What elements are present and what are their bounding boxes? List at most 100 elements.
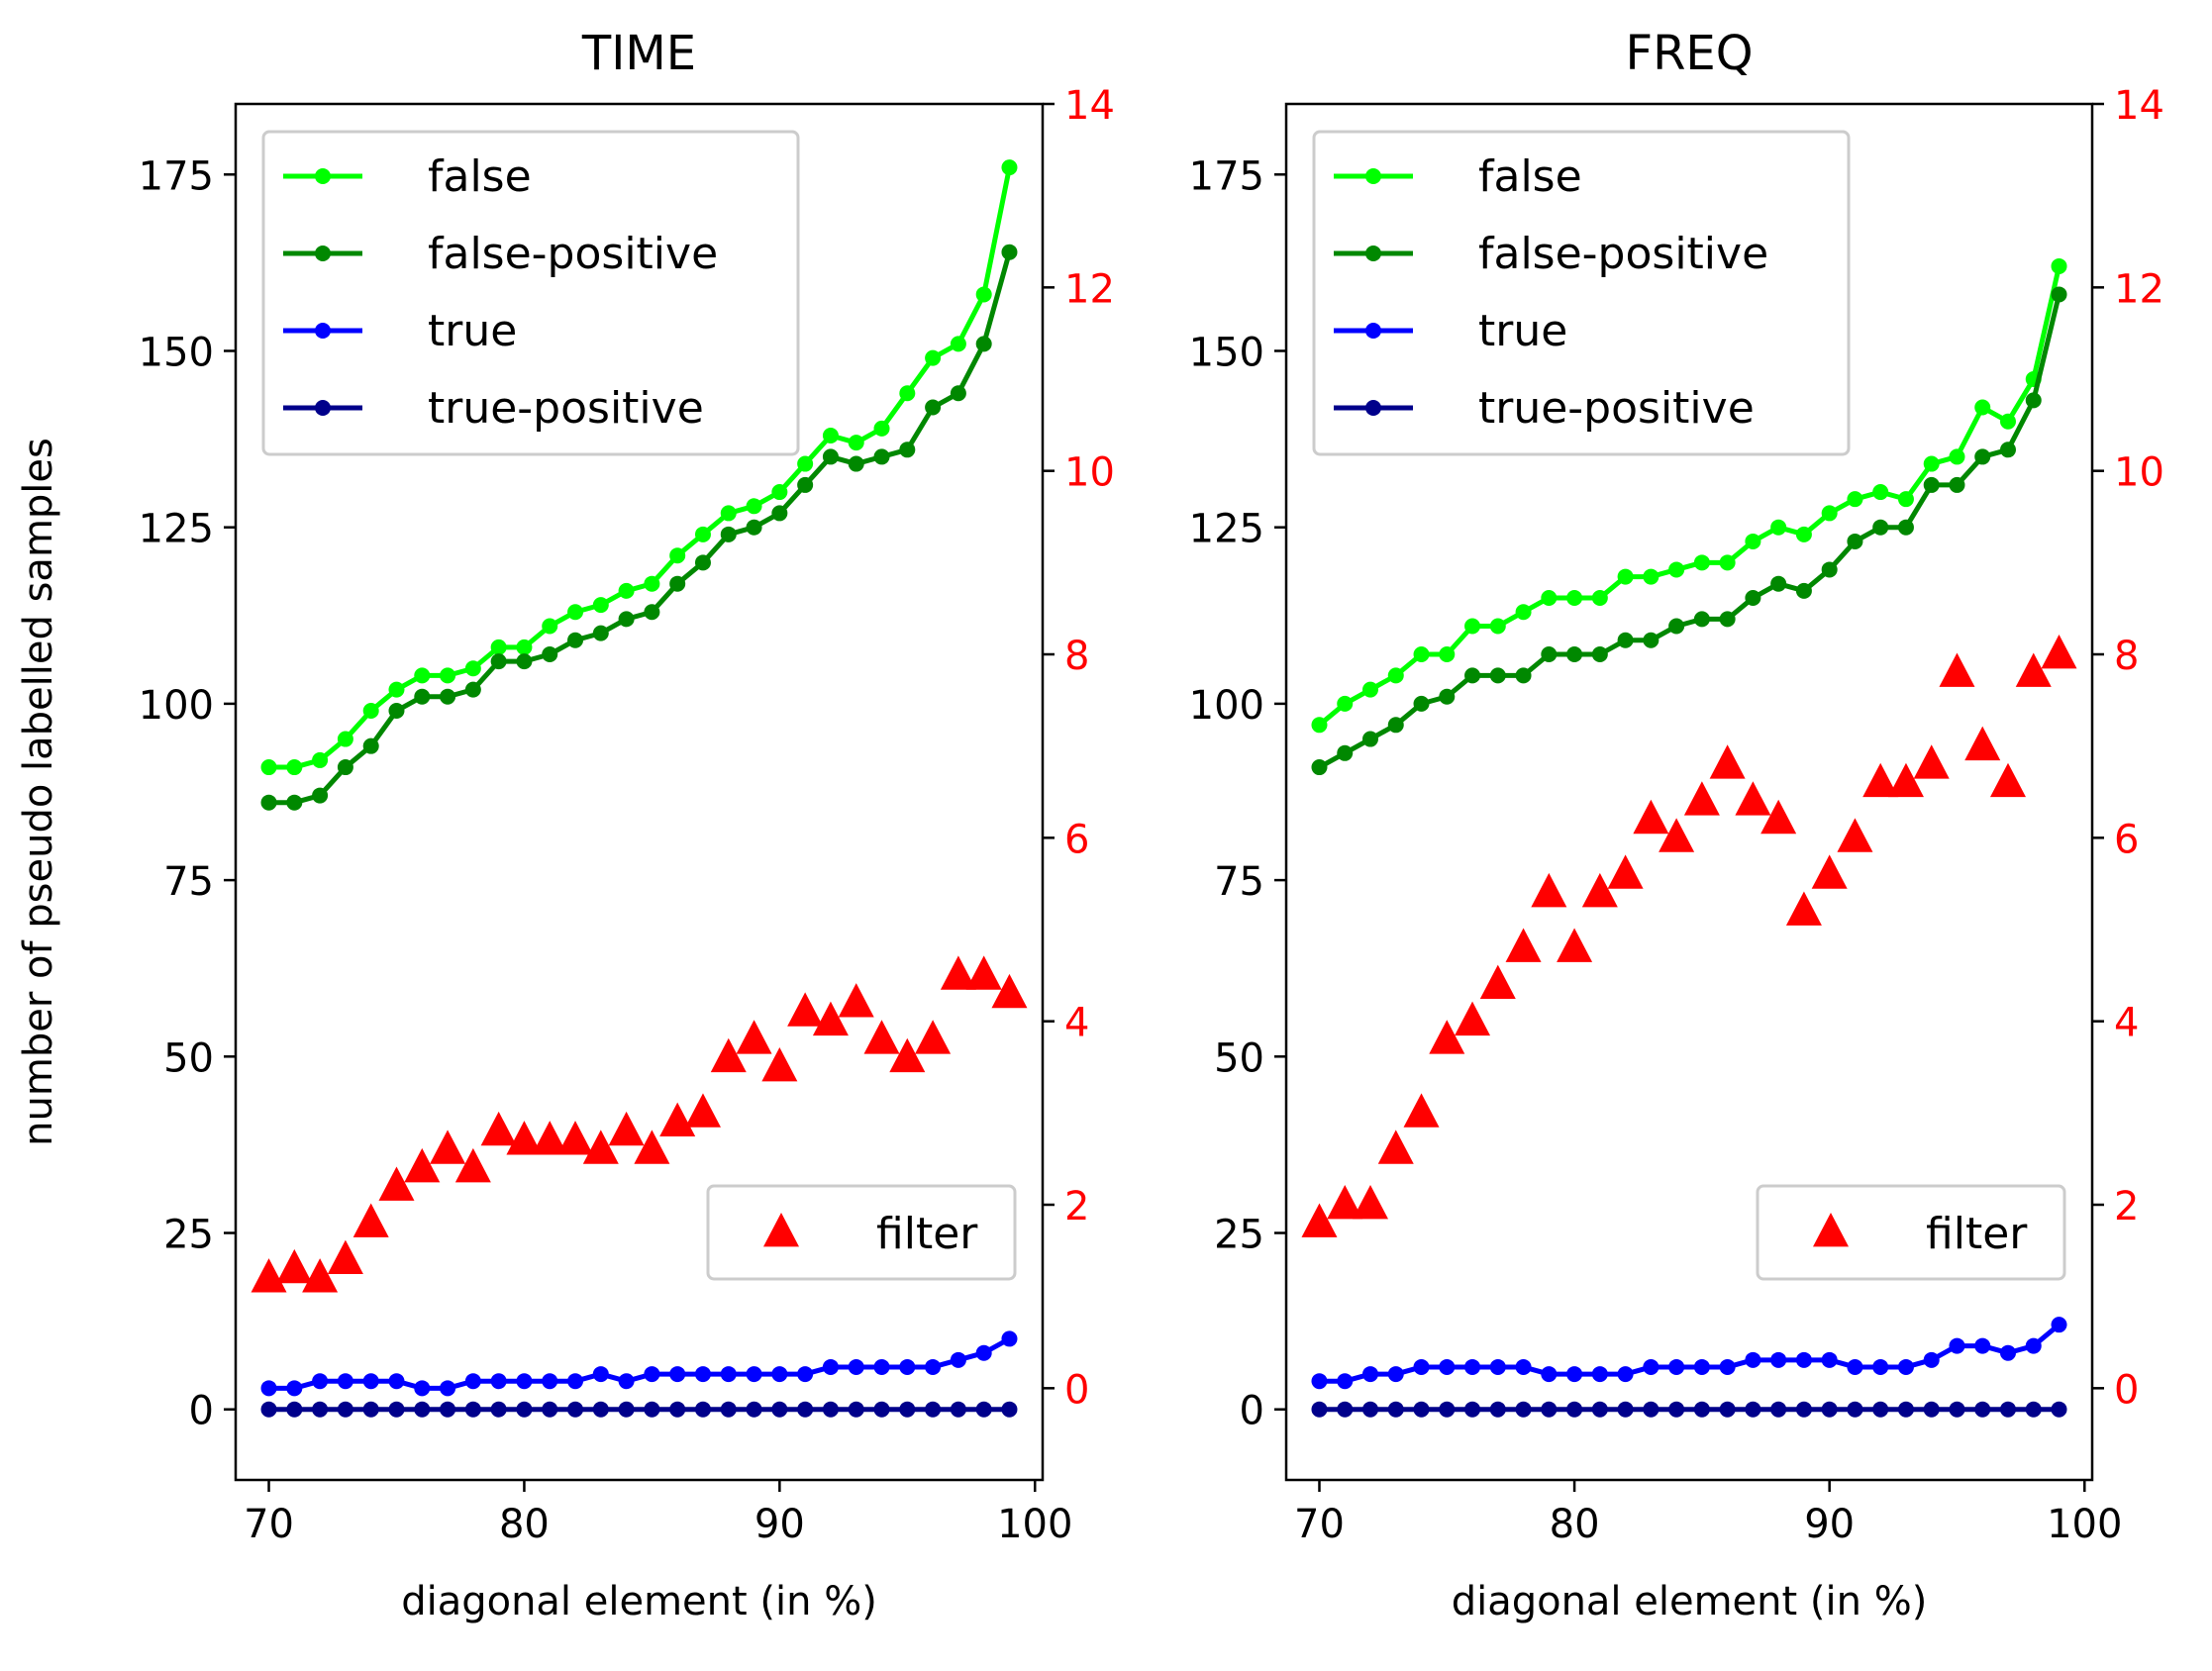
point-false: [286, 759, 303, 776]
point-true: [1795, 1351, 1812, 1368]
point-true-positive: [1872, 1401, 1889, 1418]
point-false-positive: [644, 604, 660, 621]
point-false: [1770, 519, 1787, 536]
legend-filter-box: [706, 1184, 1017, 1281]
point-false-positive: [260, 794, 277, 811]
point-false: [260, 759, 277, 776]
point-true: [1999, 1344, 2016, 1361]
point-false-positive: [1949, 476, 1965, 493]
filter-marker: [1709, 744, 1746, 779]
point-false: [848, 435, 864, 451]
y-tick-label: 75: [163, 859, 214, 905]
point-false-positive: [1693, 611, 1710, 628]
point-true-positive: [771, 1401, 788, 1418]
point-true-positive: [618, 1401, 635, 1418]
point-false-positive: [848, 455, 864, 472]
point-false-positive: [669, 575, 686, 592]
point-false: [644, 575, 660, 592]
point-false-positive: [1974, 448, 1991, 465]
point-true: [1719, 1358, 1736, 1375]
filter-marker: [1505, 928, 1542, 962]
point-true: [1464, 1358, 1481, 1375]
y-tick-label: 0: [189, 1389, 214, 1434]
point-true-positive: [312, 1401, 329, 1418]
point-true: [797, 1366, 814, 1383]
point-true-positive: [1515, 1401, 1532, 1418]
filter-marker: [480, 1111, 517, 1146]
point-true-positive: [592, 1401, 609, 1418]
point-false-positive: [414, 688, 431, 705]
point-false: [1897, 491, 1914, 508]
point-true: [1770, 1351, 1787, 1368]
point-false: [618, 582, 635, 599]
filter-marker: [1455, 1001, 1491, 1036]
legend-box: [1312, 130, 1851, 456]
x-tick-label: 100: [997, 1502, 1072, 1547]
point-false-positive: [312, 787, 329, 804]
legend-marker-false: [1365, 168, 1381, 184]
point-true: [694, 1366, 711, 1383]
y-tick-label: 125: [139, 507, 214, 552]
legend-label-true: true: [1478, 306, 1567, 356]
filter-marker: [276, 1248, 313, 1284]
point-true-positive: [1566, 1401, 1583, 1418]
y-tick-label: 50: [163, 1035, 214, 1081]
filter-marker: [1785, 891, 1822, 926]
point-true: [644, 1366, 660, 1383]
point-false: [1872, 484, 1889, 501]
point-true-positive: [337, 1401, 353, 1418]
point-false-positive: [1847, 533, 1863, 549]
y-tick-label: 175: [1189, 153, 1264, 199]
point-true: [873, 1358, 890, 1375]
filter-marker: [761, 1047, 798, 1082]
point-true-positive: [975, 1401, 992, 1418]
point-true: [542, 1373, 558, 1390]
y2-tick-label: 2: [2114, 1184, 2139, 1229]
point-true-positive: [1362, 1401, 1379, 1418]
point-false: [312, 751, 329, 768]
point-true-positive: [1923, 1401, 1940, 1418]
point-false: [1974, 399, 1991, 416]
point-false-positive: [490, 653, 507, 670]
point-false: [1362, 681, 1379, 698]
point-true-positive: [1643, 1401, 1659, 1418]
point-false: [1489, 618, 1506, 635]
point-true-positive: [260, 1401, 277, 1418]
filter-marker: [2015, 652, 2052, 687]
point-true: [822, 1358, 839, 1375]
point-false-positive: [1872, 519, 1889, 536]
point-true-positive: [542, 1401, 558, 1418]
filter-marker: [506, 1121, 543, 1155]
point-true: [746, 1366, 762, 1383]
x-axis-label: diagonal element (in %): [1452, 1579, 1928, 1624]
point-true-positive: [873, 1401, 890, 1418]
point-true: [1413, 1358, 1430, 1375]
point-false: [362, 703, 379, 720]
point-false-positive: [286, 794, 303, 811]
y-tick-label: 175: [139, 153, 214, 199]
point-false-positive: [516, 653, 533, 670]
point-true-positive: [1668, 1401, 1685, 1418]
point-false-positive: [720, 526, 737, 542]
point-true: [1311, 1373, 1328, 1390]
filter-marker: [1862, 762, 1899, 798]
filter-marker: [863, 1020, 900, 1054]
legend-marker-false: [315, 168, 331, 184]
point-false: [950, 336, 966, 352]
filter-marker: [2041, 635, 2077, 669]
point-false: [1745, 533, 1761, 549]
filter-marker: [1531, 872, 1567, 908]
point-false-positive: [2051, 286, 2067, 303]
y2-tick-label: 2: [1064, 1184, 1089, 1229]
y-tick-label: 150: [139, 330, 214, 375]
point-false-positive: [746, 519, 762, 536]
point-true-positive: [1897, 1401, 1914, 1418]
point-true-positive: [1387, 1401, 1404, 1418]
filter-marker: [1301, 1203, 1338, 1237]
legend: false false-positive true true-positive: [1312, 130, 1851, 456]
point-false: [542, 618, 558, 635]
filter-marker: [1811, 854, 1848, 889]
point-true: [1489, 1358, 1506, 1375]
filter-marker: [1939, 652, 1975, 687]
point-true: [1847, 1358, 1863, 1375]
